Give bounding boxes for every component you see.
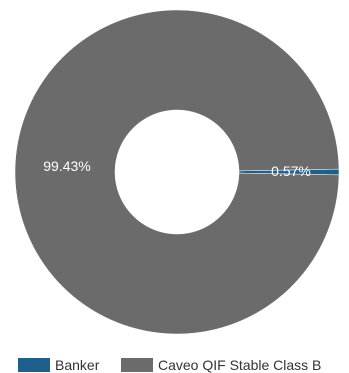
legend-label-caveo: Caveo QIF Stable Class B	[158, 357, 321, 373]
slice-caveo-qif-stable-class-b	[14, 9, 340, 335]
legend-swatch-banker	[18, 358, 50, 372]
donut-slices	[14, 9, 340, 335]
legend: Banker Caveo QIF Stable Class B	[18, 357, 321, 373]
slice-label-banker: 0.57%	[271, 163, 311, 179]
legend-label-banker: Banker	[55, 357, 100, 373]
slice-label-caveo: 99.43%	[43, 158, 90, 174]
legend-swatch-caveo	[121, 358, 153, 372]
slice-labels: 0.57% 99.43%	[43, 158, 311, 179]
